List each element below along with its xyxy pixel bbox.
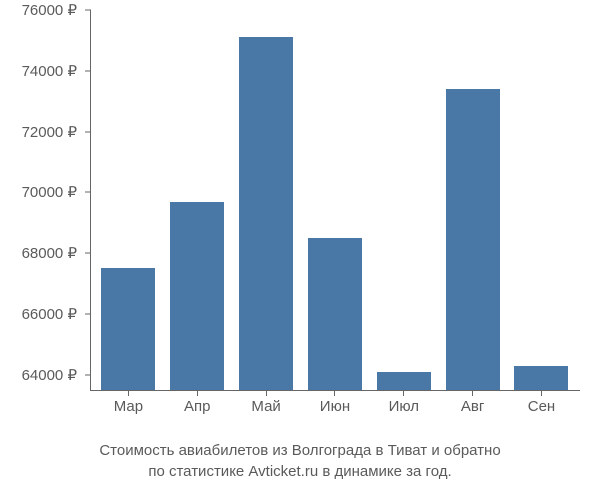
x-tick-mark — [128, 390, 129, 396]
y-axis: 64000 ₽ 66000 ₽ 68000 ₽ 70000 ₽ 72000 ₽ 74000… — [0, 10, 85, 390]
y-tick-label: 64000 ₽ — [22, 366, 77, 384]
x-tick-label: Май — [239, 398, 293, 415]
y-tick-label: 72000 ₽ — [22, 123, 77, 141]
caption-line-1: Стоимость авиабилетов из Волгограда в Ти… — [99, 442, 500, 459]
bar — [514, 366, 568, 390]
x-tick-mark — [334, 390, 335, 396]
chart-caption: Стоимость авиабилетов из Волгограда в Ти… — [0, 440, 600, 482]
x-tick-label: Июн — [308, 398, 362, 415]
bar — [446, 89, 500, 390]
x-tick-label: Июл — [377, 398, 431, 415]
x-tick-mark — [403, 390, 404, 396]
price-chart: 64000 ₽ 66000 ₽ 68000 ₽ 70000 ₽ 72000 ₽ 74000… — [0, 0, 600, 430]
bar — [101, 268, 155, 390]
x-tick-mark — [197, 390, 198, 396]
y-tick-label: 74000 ₽ — [22, 62, 77, 80]
y-tick-label: 68000 ₽ — [22, 244, 77, 262]
bar — [170, 202, 224, 390]
y-tick-label: 76000 ₽ — [22, 1, 77, 19]
bar — [377, 372, 431, 390]
x-tick-label: Сен — [514, 398, 568, 415]
x-tick-mark — [541, 390, 542, 396]
caption-line-2: по статистике Avticket.ru в динамике за … — [148, 463, 451, 480]
x-tick-label: Мар — [101, 398, 155, 415]
bar — [308, 238, 362, 390]
x-axis-labels: Мар Апр Май Июн Июл Авг Сен — [90, 398, 580, 415]
x-tick-label: Авг — [446, 398, 500, 415]
y-tick-label: 66000 ₽ — [22, 305, 77, 323]
bars-group — [90, 10, 580, 390]
y-tick-label: 70000 ₽ — [22, 183, 77, 201]
plot-area — [90, 10, 580, 390]
x-tick-mark — [472, 390, 473, 396]
x-tick-label: Апр — [170, 398, 224, 415]
x-tick-marks — [90, 390, 580, 396]
x-tick-mark — [266, 390, 267, 396]
bar — [239, 37, 293, 390]
